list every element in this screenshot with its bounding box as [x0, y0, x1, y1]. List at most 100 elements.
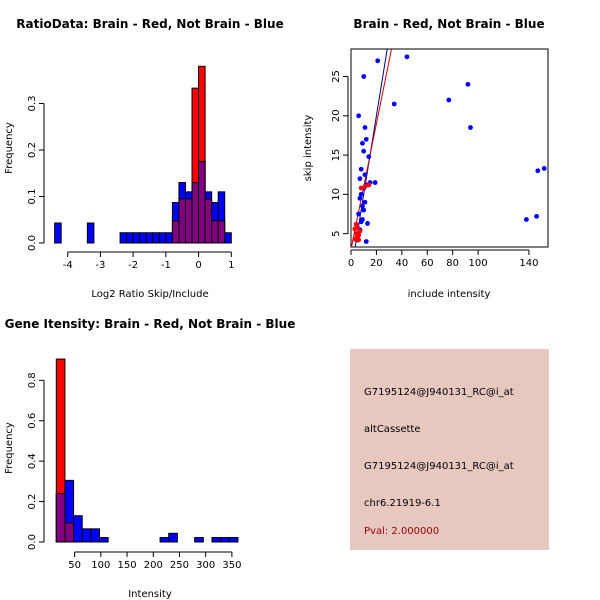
ratio-histogram-bar-overlap: [171, 220, 180, 244]
ratio-histogram-y-tick-label: 0.0: [27, 235, 38, 251]
gene-histogram-bar-not-brain: [73, 515, 83, 543]
scatter-y-tick-label: 5: [331, 230, 342, 236]
gene-histogram-ylabel: Frequency: [4, 422, 15, 474]
gene-histogram-x-tick-label: 300: [196, 560, 215, 571]
ratio-histogram-bar-overlap: [191, 182, 200, 244]
scatter-x-tick-label: 20: [370, 258, 383, 269]
ratio-histogram-x-tick-label: -2: [128, 260, 138, 271]
gene-histogram-x-tick-label: 150: [118, 560, 137, 571]
scatter-point-brain: [357, 228, 363, 234]
scatter-y-tick-label: 20: [331, 109, 342, 122]
ratio-histogram-y-tick-label: 0.3: [27, 96, 38, 112]
gene-histogram-bar-not-brain: [90, 528, 101, 543]
scatter-x-tick-label: 140: [519, 258, 538, 269]
ratio-histogram-x-axis: -4 -3 -2 -1 0 1: [63, 251, 234, 271]
gene-histogram-bar-not-brain: [159, 537, 170, 543]
scatter-lines: [351, 49, 393, 247]
scatter-y-tick-label: 25: [331, 70, 342, 83]
scatter-line-identity: [354, 49, 388, 247]
ratio-histogram-title: RatioData: Brain - Red, Not Brain - Blue: [16, 17, 283, 31]
gene-intensity-histogram: Gene Itensity: Brain - Red, Not Brain - …: [4, 317, 295, 600]
ratio-histogram-y-tick-label: 0.2: [27, 142, 38, 158]
scatter-title: Brain - Red, Not Brain - Blue: [353, 17, 544, 31]
gene-histogram-y-axis: 0.0 0.2 0.4 0.6 0.8: [27, 372, 45, 550]
scatter-point-not-brain: [362, 125, 368, 130]
ratio-histogram-bar-not-brain: [54, 222, 62, 244]
ratio-histogram-x-tick-label: 0: [195, 260, 201, 271]
scatter-point-not-brain: [361, 74, 367, 79]
scatter-point-not-brain: [446, 97, 452, 103]
gene-histogram-bar-not-brain: [194, 537, 204, 543]
scatter-line-brain-fit: [351, 49, 393, 247]
scatter-x-tick-label: 100: [469, 258, 488, 269]
scatter-point-brain: [362, 184, 368, 189]
scatter-x-axis: 0 20 40 60 80 100 140: [348, 249, 538, 269]
scatter-point-not-brain: [356, 211, 362, 217]
scatter-point-not-brain: [372, 180, 378, 185]
gene-histogram-title: Gene Itensity: Brain - Red, Not Brain - …: [5, 317, 296, 331]
scatter-point-not-brain: [361, 148, 367, 154]
scatter-point-not-brain: [534, 213, 539, 219]
ratio-histogram-bar-not-brain: [152, 232, 160, 244]
scatter-points: [352, 54, 547, 244]
scatter-y-axis: 5 10 15 20 25: [331, 70, 349, 237]
gene-histogram-x-tick-label: 200: [144, 560, 163, 571]
ratio-histogram-bar-not-brain: [119, 232, 128, 244]
scatter-point-brain: [356, 237, 362, 243]
ratio-histogram-xlabel: Log2 Ratio Skip/Include: [91, 289, 208, 300]
scatter-point-not-brain: [360, 140, 365, 146]
gene-histogram-x-tick-label: 50: [68, 560, 81, 571]
gene-histogram-y-tick-label: 0.4: [27, 453, 38, 469]
scatter-point-not-brain: [541, 166, 547, 171]
ratio-histogram-bar-overlap: [204, 198, 213, 244]
ratio-histogram-bar-not-brain: [145, 232, 154, 244]
ratio-histogram-bar-not-brain: [132, 232, 141, 244]
scatter-point-brain: [353, 221, 359, 227]
gene-histogram-xlabel: Intensity: [128, 589, 172, 600]
scatter-point-not-brain: [362, 199, 368, 205]
ratio-histogram-bar-not-brain: [139, 232, 147, 244]
gene-histogram-bars: [55, 358, 239, 543]
info-event-type: altCassette: [364, 424, 421, 435]
info-probe-id-2: G7195124@J940131_RC@i_at: [364, 461, 514, 472]
scatter-ylabel: skip intensity: [303, 115, 314, 182]
scatter-point-not-brain: [358, 191, 364, 197]
ratio-histogram-bar-overlap: [198, 161, 206, 244]
scatter-point-not-brain: [535, 168, 541, 174]
ratio-histogram-bars: [54, 65, 232, 244]
scatter-point-not-brain: [404, 54, 410, 60]
gene-histogram-bar-not-brain: [99, 537, 109, 543]
scatter-x-tick-label: 60: [421, 258, 434, 269]
scatter-y-tick-label: 10: [331, 188, 342, 201]
scatter-point-not-brain: [357, 195, 363, 201]
ratio-histogram-bar-not-brain: [126, 232, 134, 244]
info-pval: Pval: 2.000000: [364, 526, 440, 537]
scatter-point-not-brain: [362, 172, 368, 178]
ratio-histogram-bar-overlap: [211, 220, 219, 244]
gene-histogram-y-tick-label: 0.6: [27, 413, 38, 429]
gene-histogram-y-tick-label: 0.2: [27, 494, 38, 510]
gene-histogram-x-tick-label: 100: [91, 560, 110, 571]
info-panel: G7195124@J940131_RC@i_at altCassette G71…: [350, 349, 549, 550]
ratio-histogram-x-tick-label: 1: [228, 260, 234, 271]
scatter-point-not-brain: [375, 58, 381, 64]
ratio-histogram-y-axis: 0.0 0.1 0.2 0.3: [27, 96, 45, 251]
ratio-histogram-bar-overlap: [178, 198, 186, 244]
scatter-point-brain: [352, 226, 358, 232]
info-locus: chr6.21919-6.1: [364, 498, 441, 509]
scatter-point-not-brain: [465, 81, 471, 87]
ratio-histogram: RatioData: Brain - Red, Not Brain - Blue…: [4, 17, 284, 300]
gene-histogram-bar-not-brain: [81, 528, 92, 543]
scatter-x-tick-label: 0: [348, 258, 354, 269]
scatter-xlabel: include intensity: [408, 289, 491, 300]
scatter-point-not-brain: [363, 136, 369, 142]
ratio-histogram-bar-not-brain: [86, 222, 95, 244]
gene-histogram-y-tick-label: 0.8: [27, 372, 38, 388]
scatter-point-not-brain: [360, 217, 365, 222]
ratio-histogram-bar-overlap: [217, 220, 226, 244]
scatter-point-not-brain: [356, 113, 362, 119]
info-probe-id: G7195124@J940131_RC@i_at: [364, 387, 514, 398]
scatter-y-tick-label: 15: [331, 149, 342, 162]
scatter-point-not-brain: [391, 101, 397, 107]
scatter-point-not-brain: [358, 166, 364, 172]
